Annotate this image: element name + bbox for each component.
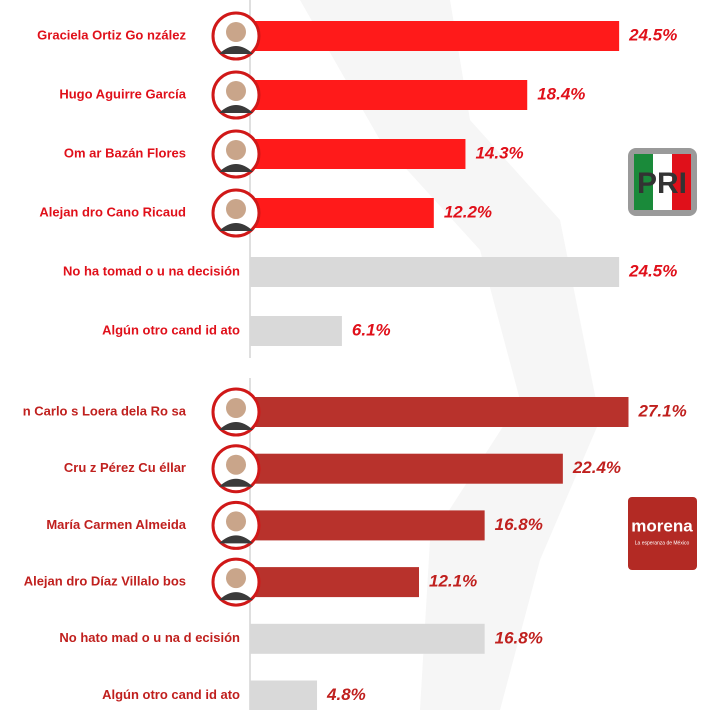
morena-text: morena bbox=[631, 516, 693, 535]
category-label: Cru z Pérez Cu éllar bbox=[64, 460, 186, 475]
value-label: 18.4% bbox=[537, 84, 585, 103]
value-label: 22.4% bbox=[572, 458, 621, 477]
category-label: Algún otro cand id ato bbox=[102, 322, 240, 337]
category-label: María Carmen Almeida bbox=[46, 517, 186, 532]
avatar-face bbox=[226, 22, 246, 42]
avatar-face bbox=[226, 81, 246, 101]
avatar-face bbox=[226, 568, 246, 588]
value-label: 16.8% bbox=[495, 515, 543, 534]
value-label: 12.2% bbox=[444, 202, 492, 221]
category-label: No ha tomad o u na decisión bbox=[63, 263, 240, 278]
bar bbox=[250, 510, 485, 540]
category-label: Graciela Ortiz Go nzález bbox=[37, 27, 186, 42]
bar bbox=[250, 454, 563, 484]
category-label: Alejan dro Cano Ricaud bbox=[39, 204, 186, 219]
bar bbox=[250, 397, 628, 427]
bar bbox=[250, 139, 465, 169]
category-label: Hugo Aguirre García bbox=[59, 86, 186, 101]
category-label: Om ar Bazán Flores bbox=[64, 145, 186, 160]
chart: PRI morena La esperanza de México Gracie… bbox=[0, 0, 703, 710]
bar bbox=[250, 198, 434, 228]
bar bbox=[250, 624, 485, 654]
value-label: 6.1% bbox=[352, 320, 391, 339]
value-label: 14.3% bbox=[475, 143, 523, 162]
category-label: Alejan dro Díaz Villalo bos bbox=[24, 574, 186, 589]
bar bbox=[250, 316, 342, 346]
bar bbox=[250, 681, 317, 710]
value-label: 16.8% bbox=[495, 628, 543, 647]
category-label: No hato mad o u na d ecisión bbox=[59, 630, 240, 645]
morena-tagline: La esperanza de México bbox=[635, 540, 690, 546]
page: PRI morena La esperanza de México Gracie… bbox=[0, 0, 703, 710]
value-label: 27.1% bbox=[637, 401, 686, 420]
bar bbox=[250, 80, 527, 110]
value-label: 24.5% bbox=[628, 261, 677, 280]
avatar-face bbox=[226, 398, 246, 418]
bar bbox=[250, 257, 619, 287]
value-label: 4.8% bbox=[326, 685, 366, 704]
bar bbox=[250, 567, 419, 597]
category-label: n Carlo s Loera dela Ro sa bbox=[23, 403, 187, 418]
pri-text: PRI bbox=[637, 167, 687, 200]
pri-logo: PRI bbox=[628, 148, 697, 216]
avatar-face bbox=[226, 199, 246, 219]
avatar-face bbox=[226, 511, 246, 531]
bar bbox=[250, 21, 619, 51]
avatar-face bbox=[226, 455, 246, 475]
morena-logo: morena La esperanza de México bbox=[628, 497, 697, 570]
category-label: Algún otro cand id ato bbox=[102, 687, 240, 702]
avatar-face bbox=[226, 140, 246, 160]
value-label: 12.1% bbox=[429, 572, 477, 591]
value-label: 24.5% bbox=[628, 25, 677, 44]
